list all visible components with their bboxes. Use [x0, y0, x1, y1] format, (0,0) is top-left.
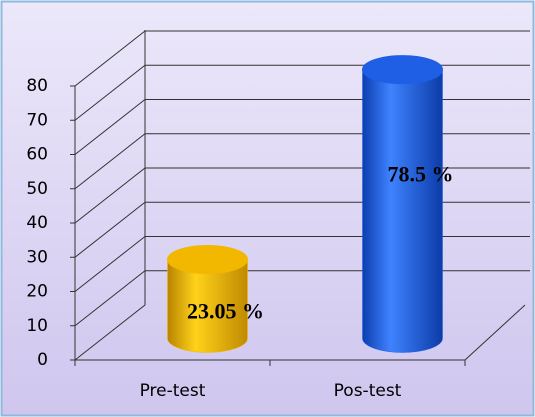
y-tick-label: 0 [37, 350, 48, 370]
y-tick-label: 40 [26, 213, 48, 233]
x-tick-label: Pre-test [140, 381, 206, 401]
bar [362, 69, 443, 353]
y-tick-label: 30 [26, 247, 48, 267]
y-tick-label: 70 [26, 110, 48, 130]
y-tick-label: 20 [26, 282, 48, 302]
bar-top [362, 55, 443, 85]
x-tick-label: Pos-test [334, 381, 402, 401]
y-tick-label: 50 [26, 179, 48, 199]
y-tick-label: 60 [26, 145, 48, 165]
y-tick-label: 10 [26, 316, 48, 336]
bar [167, 259, 248, 353]
value-label: 23.05 % [187, 299, 264, 324]
value-label: 78.5 % [388, 162, 454, 187]
y-tick-label: 80 [26, 76, 48, 96]
grid-line [74, 30, 530, 87]
bar-top [167, 245, 248, 275]
left-wall [74, 30, 146, 361]
